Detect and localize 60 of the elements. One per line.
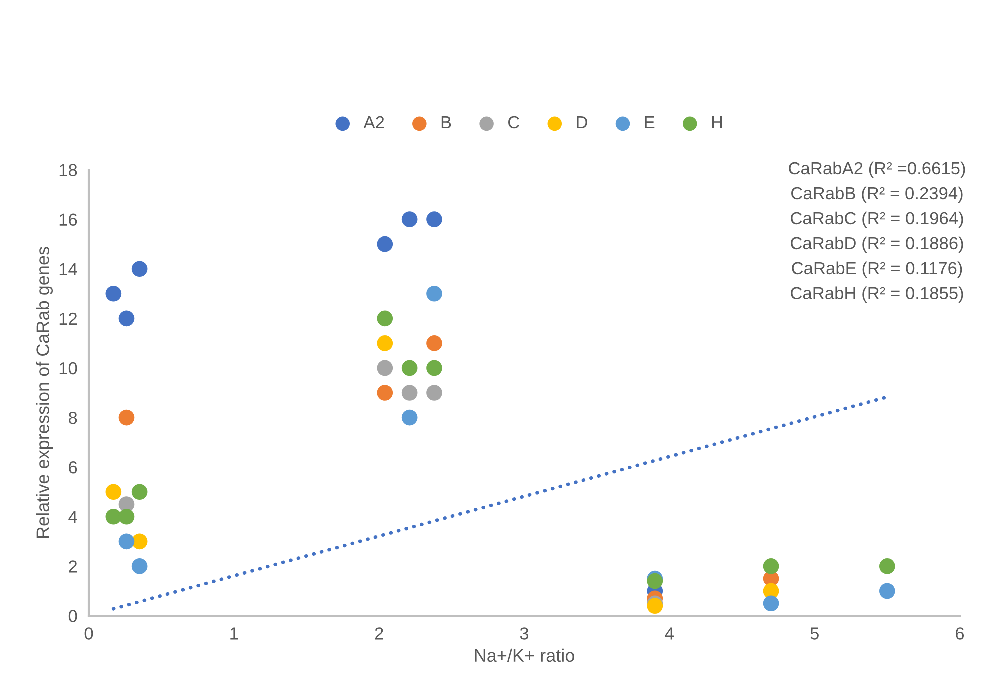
y-tick-label: 18 — [60, 164, 78, 176]
legend-label: E — [645, 116, 655, 128]
point — [402, 360, 418, 376]
point — [426, 385, 442, 401]
point — [402, 410, 418, 426]
annotation: CaRabB (R² = 0.2394) — [792, 186, 963, 204]
point — [426, 286, 442, 302]
y-tick-label: 0 — [68, 610, 78, 622]
x-tick-label: 2 — [375, 628, 384, 640]
point — [763, 558, 780, 574]
annotation: CaRabC (R² = 0.1964) — [791, 212, 964, 228]
point — [118, 508, 135, 525]
annotation: CaRabA2 (R² =0.6615) — [789, 162, 966, 178]
y-tick-label: 4 — [68, 511, 78, 524]
point — [426, 212, 442, 228]
legend-label: A2 — [364, 116, 384, 128]
legend-label: D — [577, 116, 588, 128]
x-tick-label: 1 — [230, 628, 238, 640]
point — [132, 534, 148, 550]
y-tick-label: 8 — [68, 412, 78, 424]
x-tick-label: 5 — [810, 628, 819, 640]
y-tick-label: 2 — [69, 560, 78, 573]
y-tick-label: 10 — [60, 362, 78, 375]
x-tick-label: 6 — [956, 628, 964, 640]
point — [426, 360, 442, 376]
y-tick-label: 14 — [60, 263, 78, 276]
y-axis-title: Relative expression of CaRab genes — [36, 247, 54, 538]
point — [106, 508, 122, 525]
point — [132, 261, 148, 278]
point — [377, 310, 394, 327]
y-tick-label: 12 — [60, 312, 78, 325]
x-tick-label: 0 — [84, 628, 94, 640]
point — [880, 583, 896, 600]
x-tick-label: 4 — [665, 628, 674, 640]
point — [106, 286, 122, 302]
point — [118, 410, 135, 426]
y-tick-label: 16 — [60, 214, 78, 226]
point — [377, 236, 394, 252]
x-tick-label: 3 — [520, 628, 529, 640]
point — [377, 360, 394, 376]
y-tick-label: 6 — [69, 462, 78, 474]
point — [132, 558, 148, 574]
point — [763, 596, 780, 612]
point — [426, 336, 442, 352]
point — [402, 212, 418, 228]
point — [132, 484, 148, 500]
x-axis-title: Na+/K+ ratio — [475, 648, 574, 662]
point — [377, 385, 394, 401]
point — [118, 310, 135, 327]
point — [118, 534, 135, 550]
legend-label: B — [442, 116, 452, 128]
annotation: CaRabH (R² = 0.1855) — [791, 286, 964, 303]
legend-label: H — [712, 116, 722, 128]
point — [402, 385, 418, 401]
legend-label: C — [508, 116, 520, 129]
point — [880, 558, 896, 574]
point — [377, 336, 394, 352]
annotation: CaRabE (R² = 0.1176) — [792, 262, 962, 278]
point — [106, 484, 122, 500]
annotation: CaRabD (R² = 0.1886) — [791, 236, 964, 254]
